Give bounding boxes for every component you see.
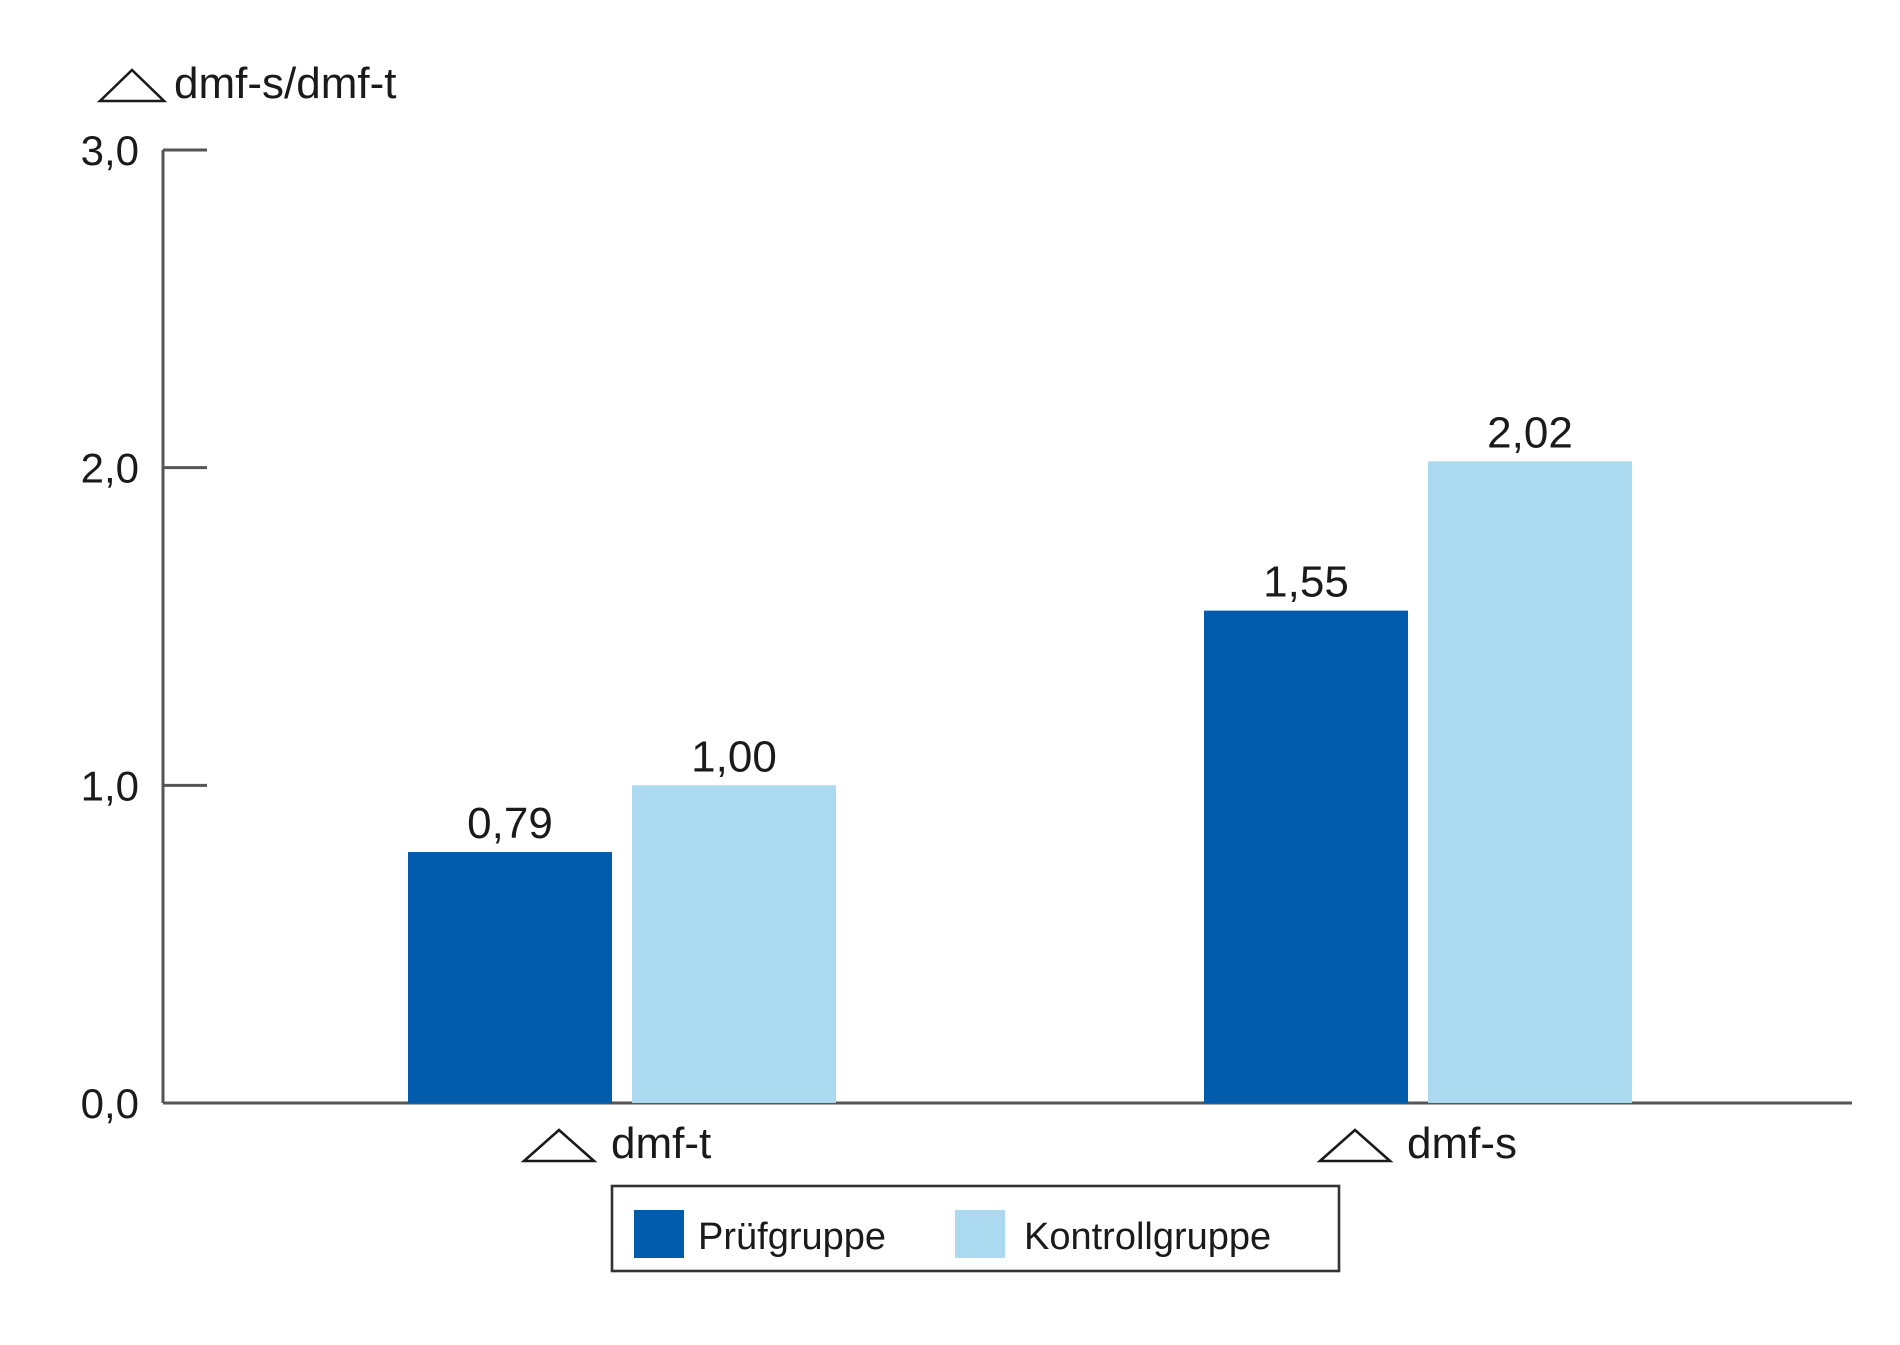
delta-triangle-icon <box>520 1128 598 1163</box>
y-tick-label: 0,0 <box>81 1080 139 1127</box>
legend: Prüfgruppe Kontrollgruppe <box>610 1184 1341 1273</box>
delta-triangle-icon <box>96 68 168 103</box>
y-axis-title: dmf-s/dmf-t <box>96 59 396 108</box>
y-axis-label: dmf-s/dmf-t <box>174 59 396 108</box>
category-label-group: dmf-s <box>1316 1119 1517 1168</box>
legend-label: Prüfgruppe <box>698 1216 886 1258</box>
value-labels: 0,79 1,00 1,55 2,02 <box>467 408 1573 848</box>
category-label-group: dmf-t <box>520 1119 711 1168</box>
category-label: dmf-s <box>1407 1119 1517 1168</box>
value-label: 1,55 <box>1263 558 1349 607</box>
bar-kontrollgruppe-dmf-s <box>1428 461 1632 1103</box>
bars <box>408 461 1632 1103</box>
bar-prfgruppe-dmf-t <box>408 852 612 1103</box>
legend-label: Kontrollgruppe <box>1024 1216 1271 1258</box>
category-label: dmf-t <box>611 1119 711 1168</box>
y-tick-label: 1,0 <box>81 762 139 809</box>
value-label: 0,79 <box>467 799 553 848</box>
value-label: 2,02 <box>1487 408 1573 457</box>
value-label: 1,00 <box>691 732 777 781</box>
category-labels: dmf-t dmf-s <box>520 1119 1517 1168</box>
legend-swatch <box>955 1210 1005 1258</box>
y-tick-label: 2,0 <box>81 445 139 492</box>
legend-swatch <box>634 1210 684 1258</box>
bar-kontrollgruppe-dmf-t <box>632 785 836 1103</box>
delta-triangle-icon <box>1316 1128 1394 1163</box>
y-tick-label: 3,0 <box>81 127 139 174</box>
bar-prfgruppe-dmf-s <box>1204 610 1408 1103</box>
